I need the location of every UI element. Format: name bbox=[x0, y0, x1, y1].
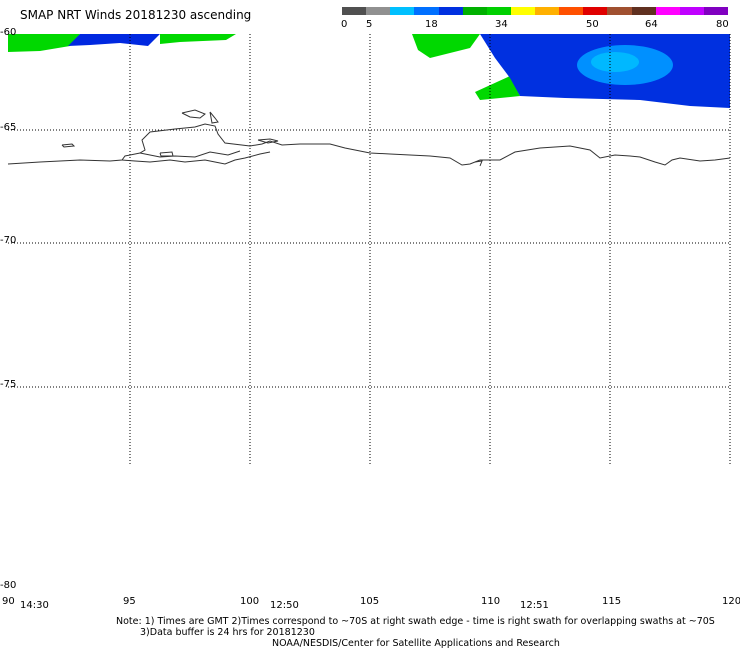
colorbar-segment-12 bbox=[631, 7, 656, 15]
colorbar-tick-50: 50 bbox=[586, 19, 599, 30]
credit-line: NOAA/NESDIS/Center for Satellite Applica… bbox=[272, 638, 560, 649]
colorbar-segment-4 bbox=[438, 7, 463, 15]
lon-label-100: 100 bbox=[240, 596, 260, 607]
map-title: SMAP NRT Winds 20181230 ascending bbox=[20, 8, 252, 22]
footnote-line-2: 3)Data buffer is 24 hrs for 20181230 bbox=[140, 627, 315, 638]
lon-label-110: 110 bbox=[481, 596, 501, 607]
colorbar-segment-0 bbox=[342, 7, 367, 15]
colorbar-segment-2 bbox=[390, 7, 415, 15]
colorbar-tick-5: 5 bbox=[366, 19, 373, 30]
colorbar-segment-14 bbox=[679, 7, 704, 15]
antarctic-coastline bbox=[7, 109, 731, 167]
swath-time-2: 12:50 bbox=[270, 600, 299, 611]
lat-label-70: -70 bbox=[0, 235, 17, 246]
lon-label-115: 115 bbox=[602, 596, 622, 607]
wind-speed-colorbar bbox=[342, 7, 728, 15]
colorbar-tick-34: 34 bbox=[495, 19, 508, 30]
colorbar-segment-8 bbox=[535, 7, 560, 15]
lat-label-60: -60 bbox=[0, 27, 17, 38]
grid-lines bbox=[8, 34, 731, 465]
swath-time-1: 14:30 bbox=[20, 600, 49, 611]
lon-label-95: 95 bbox=[123, 596, 136, 607]
colorbar-segment-9 bbox=[559, 7, 584, 15]
lat-label-75: -75 bbox=[0, 379, 17, 390]
colorbar-segment-7 bbox=[510, 7, 535, 15]
colorbar-segment-11 bbox=[607, 7, 632, 15]
lat-label-65: -65 bbox=[0, 122, 17, 133]
colorbar-segment-10 bbox=[583, 7, 608, 15]
swath-time-3: 12:51 bbox=[520, 600, 549, 611]
colorbar-segment-3 bbox=[414, 7, 439, 15]
lat-label-80: -80 bbox=[0, 580, 17, 591]
colorbar-tick-80: 80 bbox=[716, 19, 729, 30]
colorbar-tick-18: 18 bbox=[425, 19, 438, 30]
colorbar-segment-13 bbox=[655, 7, 680, 15]
lon-label-105: 105 bbox=[360, 596, 380, 607]
footnote-line-1: Note: 1) Times are GMT 2)Times correspon… bbox=[116, 616, 715, 627]
colorbar-tick-64: 64 bbox=[645, 19, 658, 30]
footnote: Note: 1) Times are GMT 2)Times correspon… bbox=[116, 616, 715, 638]
wind-swath-left bbox=[8, 34, 236, 52]
colorbar-segment-1 bbox=[366, 7, 391, 15]
colorbar-tick-0: 0 bbox=[341, 19, 348, 30]
wind-swath-right bbox=[412, 34, 730, 108]
colorbar-segment-15 bbox=[703, 7, 728, 15]
lon-label-90: 90 bbox=[2, 596, 15, 607]
lon-label-120: 120 bbox=[722, 596, 740, 607]
colorbar-segment-5 bbox=[462, 7, 487, 15]
colorbar-segment-6 bbox=[486, 7, 511, 15]
